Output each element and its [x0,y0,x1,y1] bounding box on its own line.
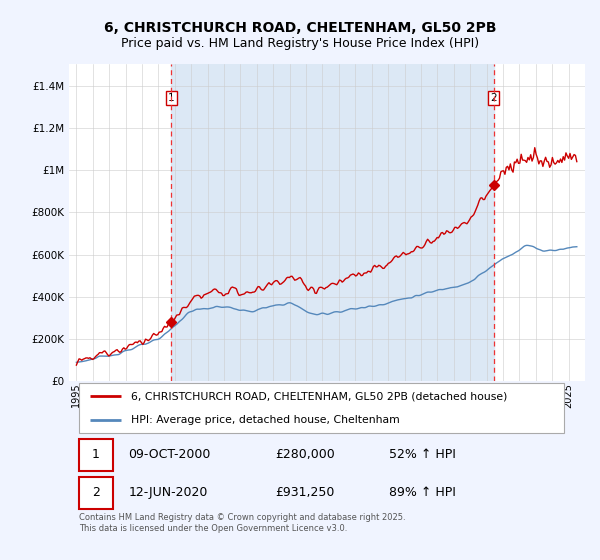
FancyBboxPatch shape [79,384,565,433]
Text: HPI: Average price, detached house, Cheltenham: HPI: Average price, detached house, Chel… [131,416,400,426]
Bar [171,64,494,381]
Text: 2: 2 [490,92,497,102]
Text: 89% ↑ HPI: 89% ↑ HPI [389,486,456,499]
Text: £280,000: £280,000 [275,448,335,461]
Text: Contains HM Land Registry data © Crown copyright and database right 2025.
This d: Contains HM Land Registry data © Crown c… [79,514,406,533]
Text: Price paid vs. HM Land Registry's House Price Index (HPI): Price paid vs. HM Land Registry's House … [121,37,479,50]
Text: £931,250: £931,250 [275,486,335,499]
Text: 09-OCT-2000: 09-OCT-2000 [128,448,211,461]
Text: 12-JUN-2020: 12-JUN-2020 [128,486,208,499]
FancyBboxPatch shape [79,477,113,508]
Text: 1: 1 [168,92,175,102]
Text: 52% ↑ HPI: 52% ↑ HPI [389,448,456,461]
Text: 2: 2 [92,486,100,499]
FancyBboxPatch shape [79,438,113,470]
Text: 6, CHRISTCHURCH ROAD, CHELTENHAM, GL50 2PB: 6, CHRISTCHURCH ROAD, CHELTENHAM, GL50 2… [104,21,496,35]
Text: 1: 1 [92,448,100,461]
Text: 6, CHRISTCHURCH ROAD, CHELTENHAM, GL50 2PB (detached house): 6, CHRISTCHURCH ROAD, CHELTENHAM, GL50 2… [131,391,507,402]
